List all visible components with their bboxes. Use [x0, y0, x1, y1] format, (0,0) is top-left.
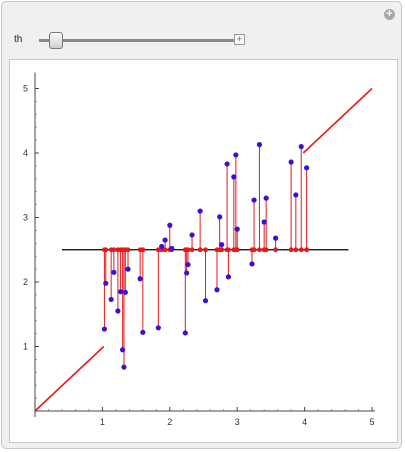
threshold-dot	[185, 247, 191, 253]
data-point	[261, 219, 267, 225]
data-point	[217, 214, 223, 220]
th-label: th	[14, 34, 23, 45]
threshold-dot	[273, 247, 279, 253]
data-point	[273, 235, 279, 241]
data-point	[219, 241, 225, 248]
y-tick-label: 1	[23, 342, 28, 352]
data-point	[137, 276, 143, 282]
data-point	[256, 142, 263, 148]
threshold-dot	[140, 247, 146, 253]
data-point	[115, 308, 121, 314]
data-point	[103, 280, 109, 286]
x-tick-label: 4	[302, 417, 307, 427]
threshold-dot	[219, 247, 225, 253]
scatter-plot: 1 2 3 4 5 1 2 3 4 5	[23, 72, 375, 427]
data-point	[167, 222, 173, 228]
data-point	[121, 364, 127, 370]
expand-controls-icon[interactable]: +	[234, 34, 245, 45]
diagonal-segment	[302, 87, 373, 154]
threshold-dot	[111, 247, 117, 253]
x-tick-label: 2	[167, 417, 172, 427]
data-point	[120, 347, 126, 353]
threshold-dot	[155, 247, 161, 253]
data-point	[197, 208, 203, 214]
threshold-dot	[234, 247, 240, 253]
y-tick-label: 2	[23, 277, 28, 287]
data-point	[249, 261, 255, 267]
threshold-dot	[293, 247, 299, 253]
threshold-dot	[257, 247, 262, 253]
data-point	[304, 165, 310, 171]
data-point	[214, 287, 220, 293]
data-point	[117, 289, 124, 295]
y-tick-label: 3	[23, 213, 28, 223]
data-point	[101, 326, 108, 332]
data-point	[108, 296, 114, 303]
data-point	[182, 330, 188, 336]
data-point	[159, 243, 165, 250]
data-point	[263, 195, 269, 201]
diagonal-segment	[34, 345, 105, 412]
threshold-dot	[263, 247, 269, 253]
data-point	[125, 266, 131, 272]
data-point	[189, 232, 195, 238]
data-point	[155, 325, 161, 331]
data-point	[298, 143, 304, 150]
threshold-dot	[288, 247, 294, 253]
data-point	[169, 245, 175, 252]
threshold-dot	[162, 247, 168, 253]
data-point	[111, 269, 117, 275]
x-tick-label: 5	[369, 417, 374, 427]
threshold-dot	[189, 247, 195, 253]
data-point	[225, 274, 232, 280]
y-tick-label: 5	[23, 84, 28, 94]
plot-frame: 1 2 3 4 5 1 2 3 4 5	[9, 59, 398, 443]
data-point	[231, 174, 237, 180]
threshold-dot	[103, 247, 109, 253]
threshold-dot	[251, 247, 257, 253]
data-point	[293, 192, 299, 198]
threshold-dot	[197, 247, 203, 253]
data-point	[251, 197, 257, 203]
th-slider-track[interactable]	[42, 39, 240, 42]
th-slider-thumb[interactable]	[49, 32, 64, 49]
threshold-dot	[298, 247, 304, 253]
threshold-dot	[125, 247, 131, 253]
x-tick-label: 3	[235, 417, 240, 427]
data-point	[224, 161, 230, 167]
data-point	[288, 159, 294, 165]
data-point	[122, 289, 128, 295]
data-point	[234, 226, 240, 232]
y-tick-label: 4	[23, 148, 28, 158]
data-point	[162, 237, 168, 243]
data-point	[140, 329, 146, 335]
data-point	[233, 152, 239, 158]
x-tick-label: 1	[100, 417, 105, 427]
add-icon[interactable]: +	[384, 9, 395, 20]
data-point	[202, 298, 209, 304]
slider-cap	[39, 39, 43, 42]
threshold-dot	[203, 247, 208, 253]
data-point	[184, 270, 190, 276]
threshold-dot	[226, 247, 231, 253]
data-point	[185, 261, 191, 268]
threshold-dot	[304, 247, 310, 253]
